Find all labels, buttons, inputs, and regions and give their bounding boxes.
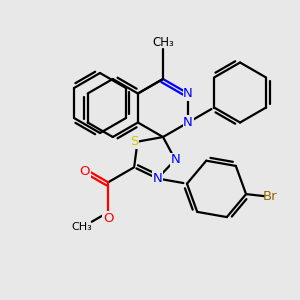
Text: N: N [170,153,180,166]
Text: N: N [153,172,162,185]
Text: O: O [80,165,90,178]
Text: O: O [103,212,113,225]
Text: CH₃: CH₃ [152,37,174,50]
Text: N: N [183,116,193,129]
Text: CH₃: CH₃ [72,222,92,232]
Text: N: N [183,87,193,100]
Text: Br: Br [263,190,278,202]
Text: S: S [130,135,139,148]
